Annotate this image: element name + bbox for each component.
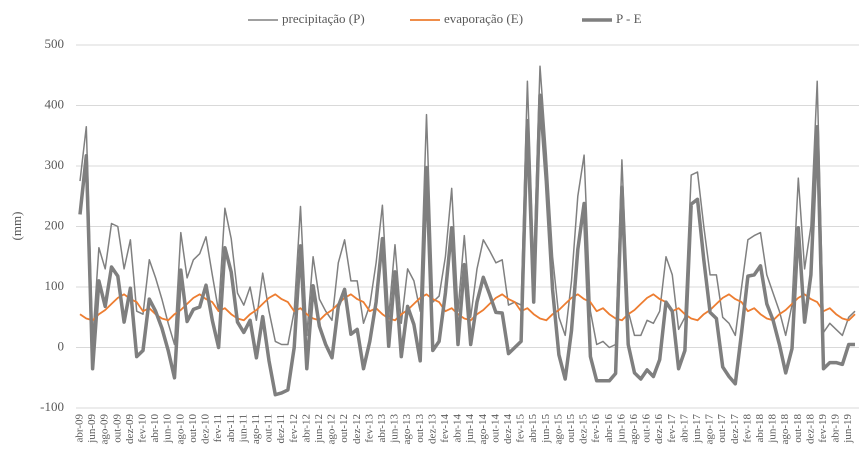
x-tick-label: dez-10 <box>200 414 212 444</box>
x-tick-label: out-16 <box>641 414 653 443</box>
x-tick-label: ago-14 <box>477 414 489 445</box>
legend-label: P - E <box>616 11 642 26</box>
x-tick-label: jun-16 <box>615 414 627 444</box>
x-tick-label: abr-09 <box>74 414 86 443</box>
x-tick-label: ago-18 <box>779 414 791 445</box>
x-tick-label: jun-11 <box>237 414 249 443</box>
y-tick-label: 200 <box>45 217 65 232</box>
x-tick-label: abr-10 <box>149 414 161 443</box>
x-tick-label: dez-18 <box>804 414 816 444</box>
x-tick-label: fev-19 <box>817 414 829 443</box>
x-tick-label: ago-17 <box>704 414 716 445</box>
x-tick-label: fev-11 <box>212 414 224 442</box>
x-tick-label: jun-17 <box>691 414 703 444</box>
x-tick-label: ago-12 <box>326 414 338 445</box>
y-tick-label: 0 <box>58 338 65 353</box>
x-tick-label: dez-14 <box>502 414 514 444</box>
x-tick-label: dez-09 <box>124 414 136 444</box>
legend-label: evaporação (E) <box>444 11 523 26</box>
x-tick-label: out-12 <box>338 414 350 443</box>
x-tick-label: dez-13 <box>426 414 438 444</box>
x-tick-label: jun-18 <box>767 414 779 444</box>
x-tick-label: out-15 <box>565 414 577 443</box>
x-tick-label: out-10 <box>187 414 199 443</box>
x-tick-label: fev-15 <box>515 414 527 443</box>
x-tick-label: fev-17 <box>666 414 678 443</box>
x-tick-label: dez-17 <box>729 414 741 444</box>
x-tick-label: abr-17 <box>678 414 690 443</box>
x-tick-label: out-13 <box>414 414 426 443</box>
legend-label: precipitação (P) <box>282 11 365 26</box>
x-tick-label: ago-16 <box>628 414 640 445</box>
x-tick-label: abr-14 <box>452 414 464 443</box>
x-tick-label: ago-15 <box>552 414 564 445</box>
x-tick-label: fev-12 <box>288 414 300 443</box>
x-tick-label: ago-09 <box>99 414 111 445</box>
x-tick-label: abr-18 <box>754 414 766 443</box>
y-tick-label: 400 <box>45 96 65 111</box>
x-tick-label: dez-11 <box>275 414 287 444</box>
x-tick-label: out-17 <box>716 414 728 443</box>
x-tick-label: ago-13 <box>401 414 413 445</box>
x-tick-label: out-09 <box>111 414 123 443</box>
x-tick-label: jun-15 <box>540 414 552 444</box>
y-axis-label: (mm) <box>9 212 24 241</box>
x-tick-label: abr-13 <box>376 414 388 443</box>
x-tick-label: jun-10 <box>162 414 174 444</box>
x-tick-label: jun-12 <box>313 414 325 444</box>
x-tick-label: out-18 <box>792 414 804 443</box>
series-line <box>78 93 855 397</box>
x-tick-label: fev-16 <box>590 414 602 443</box>
x-tick-label: abr-12 <box>300 414 312 443</box>
y-tick-label: 100 <box>45 278 65 293</box>
x-tick-label: jun-13 <box>389 414 401 444</box>
x-tick-label: abr-11 <box>225 414 237 442</box>
x-tick-label: dez-12 <box>351 414 363 444</box>
y-tick-label: 300 <box>45 157 65 172</box>
x-tick-label: dez-15 <box>578 414 590 444</box>
y-tick-label: -100 <box>40 399 64 414</box>
series-line <box>79 65 856 349</box>
x-tick-label: out-11 <box>263 414 275 442</box>
y-tick-label: 500 <box>45 36 65 51</box>
x-tick-label: abr-15 <box>527 414 539 443</box>
x-tick-label: out-14 <box>489 414 501 443</box>
x-tick-label: abr-16 <box>603 414 615 443</box>
x-tick-label: abr-19 <box>830 414 842 443</box>
x-tick-label: fev-10 <box>137 414 149 443</box>
x-tick-label: fev-13 <box>363 414 375 443</box>
x-tick-label: fev-14 <box>439 414 451 443</box>
x-tick-label: dez-16 <box>653 414 665 444</box>
x-tick-label: jun-14 <box>464 414 476 444</box>
x-tick-label: jun-09 <box>86 414 98 444</box>
x-tick-label: ago-10 <box>174 414 186 445</box>
x-tick-label: jun-19 <box>842 414 854 444</box>
x-tick-label: fev-18 <box>741 414 753 443</box>
x-tick-label: ago-11 <box>250 414 262 444</box>
